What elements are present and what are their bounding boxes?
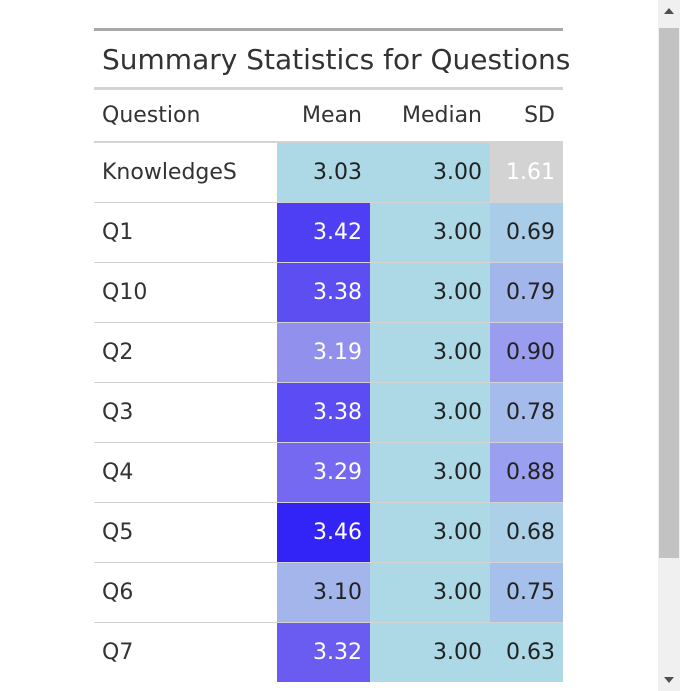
column-header-median: Median — [401, 103, 482, 128]
table-row: KnowledgeS 3.03 3.00 1.61 — [94, 143, 563, 203]
table-header-row: Question Mean Median SD — [94, 90, 563, 143]
median-cell: 3.00 — [370, 383, 490, 442]
mean-cell: 3.46 — [277, 503, 370, 562]
table-row: Q3 3.38 3.00 0.78 — [94, 383, 563, 443]
scroll-up-button[interactable] — [658, 0, 680, 22]
question-cell: Q10 — [102, 280, 148, 305]
mean-cell: 3.10 — [277, 563, 370, 622]
median-cell: 3.00 — [370, 143, 490, 202]
question-cell: KnowledgeS — [102, 160, 237, 185]
column-header-sd: SD — [524, 103, 555, 128]
sd-cell: 0.90 — [490, 323, 563, 382]
mean-cell: 3.32 — [277, 623, 370, 682]
question-cell: Q6 — [102, 580, 134, 605]
summary-table: Summary Statistics for Questions Questio… — [94, 28, 570, 682]
arrow-up-icon — [664, 8, 674, 14]
median-cell: 3.00 — [370, 623, 490, 682]
median-cell: 3.00 — [370, 203, 490, 262]
sd-cell: 0.63 — [490, 623, 563, 682]
table-row: Q1 3.42 3.00 0.69 — [94, 203, 563, 263]
median-cell: 3.00 — [370, 563, 490, 622]
vertical-scrollbar[interactable] — [658, 0, 680, 691]
sd-cell: 1.61 — [490, 143, 563, 202]
sd-cell: 0.68 — [490, 503, 563, 562]
table-row: Q10 3.38 3.00 0.79 — [94, 263, 563, 323]
mean-cell: 3.29 — [277, 443, 370, 502]
median-cell: 3.00 — [370, 323, 490, 382]
table-row: Q7 3.32 3.00 0.63 — [94, 623, 563, 682]
mean-cell: 3.19 — [277, 323, 370, 382]
question-cell: Q7 — [102, 640, 134, 665]
question-cell: Q4 — [102, 460, 134, 485]
table-row: Q4 3.29 3.00 0.88 — [94, 443, 563, 503]
median-cell: 3.00 — [370, 443, 490, 502]
median-cell: 3.00 — [370, 263, 490, 322]
table-row: Q6 3.10 3.00 0.75 — [94, 563, 563, 623]
question-cell: Q1 — [102, 220, 134, 245]
column-header-mean: Mean — [302, 103, 362, 128]
question-cell: Q5 — [102, 520, 134, 545]
mean-cell: 3.42 — [277, 203, 370, 262]
table-row: Q2 3.19 3.00 0.90 — [94, 323, 563, 383]
table-body: KnowledgeS 3.03 3.00 1.61 Q1 3.42 3.00 0.69 Q10 3… — [94, 143, 563, 682]
scroll-down-button[interactable] — [658, 669, 680, 691]
question-cell: Q2 — [102, 340, 134, 365]
column-header-question: Question — [102, 103, 201, 128]
sd-cell: 0.79 — [490, 263, 563, 322]
arrow-down-icon — [664, 677, 674, 683]
mean-cell: 3.38 — [277, 263, 370, 322]
sd-cell: 0.88 — [490, 443, 563, 502]
document-viewport: Summary Statistics for Questions Questio… — [94, 28, 570, 682]
sd-cell: 0.78 — [490, 383, 563, 442]
question-cell: Q3 — [102, 400, 134, 425]
mean-cell: 3.38 — [277, 383, 370, 442]
median-cell: 3.00 — [370, 503, 490, 562]
sd-cell: 0.75 — [490, 563, 563, 622]
scrollbar-thumb[interactable] — [659, 28, 679, 558]
table-row: Q5 3.46 3.00 0.68 — [94, 503, 563, 563]
mean-cell: 3.03 — [277, 143, 370, 202]
table-caption: Summary Statistics for Questions — [94, 31, 570, 90]
sd-cell: 0.69 — [490, 203, 563, 262]
table-top-rule — [94, 28, 563, 31]
